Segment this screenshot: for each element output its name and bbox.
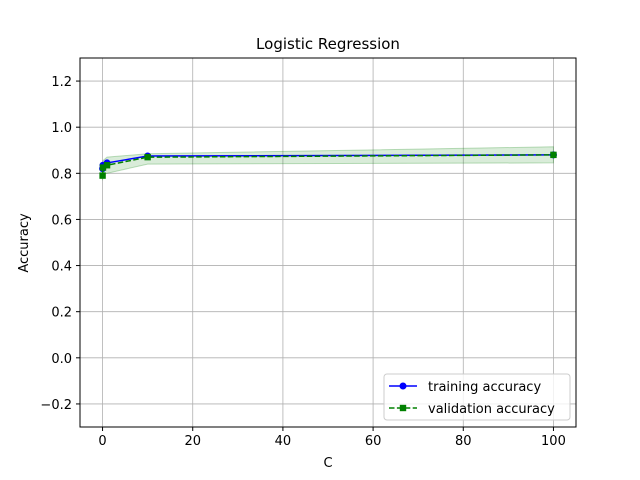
- y-tick-label: 1.2: [51, 75, 72, 90]
- legend-marker-0: [399, 382, 407, 390]
- x-axis-label: C: [323, 456, 332, 471]
- data-point: [144, 153, 151, 161]
- axes-frame: [79, 57, 577, 428]
- x-tick-label: 60: [365, 434, 382, 449]
- legend-marker-1: [399, 404, 407, 412]
- x-tick-label: 20: [184, 434, 201, 449]
- data-point: [103, 162, 111, 169]
- y-tick-label: 0.4: [51, 260, 72, 275]
- y-tick-label: 0.8: [51, 167, 72, 182]
- legend-box: [383, 373, 571, 421]
- data-point: [99, 172, 106, 179]
- y-tick-label: 1.0: [51, 121, 72, 136]
- plot-area: 0 20 40 60 80 100 −0.2 0.0 0.2 0.4 0.6 0.8 1.0 1.2 tra…: [40, 57, 577, 449]
- legend-label-0: training accuracy: [428, 380, 541, 395]
- data-point: [99, 164, 107, 171]
- x-tick-label: 100: [541, 434, 566, 449]
- data-point: [550, 151, 557, 159]
- y-tick-label: 0.0: [51, 352, 72, 367]
- x-tick-label: 40: [275, 434, 292, 449]
- legend: training accuracy validation accuracy: [383, 373, 571, 421]
- y-axis-label: Accuracy: [17, 213, 32, 273]
- legend-label-1: validation accuracy: [428, 402, 555, 417]
- chart-title: Logistic Regression: [256, 35, 400, 53]
- y-tick-label: 0.6: [51, 213, 72, 228]
- x-tick-label: 0: [98, 434, 106, 449]
- y-tick-label: 0.2: [51, 306, 72, 321]
- x-tick-label: 80: [455, 434, 472, 449]
- y-tick-label: −0.2: [40, 398, 72, 413]
